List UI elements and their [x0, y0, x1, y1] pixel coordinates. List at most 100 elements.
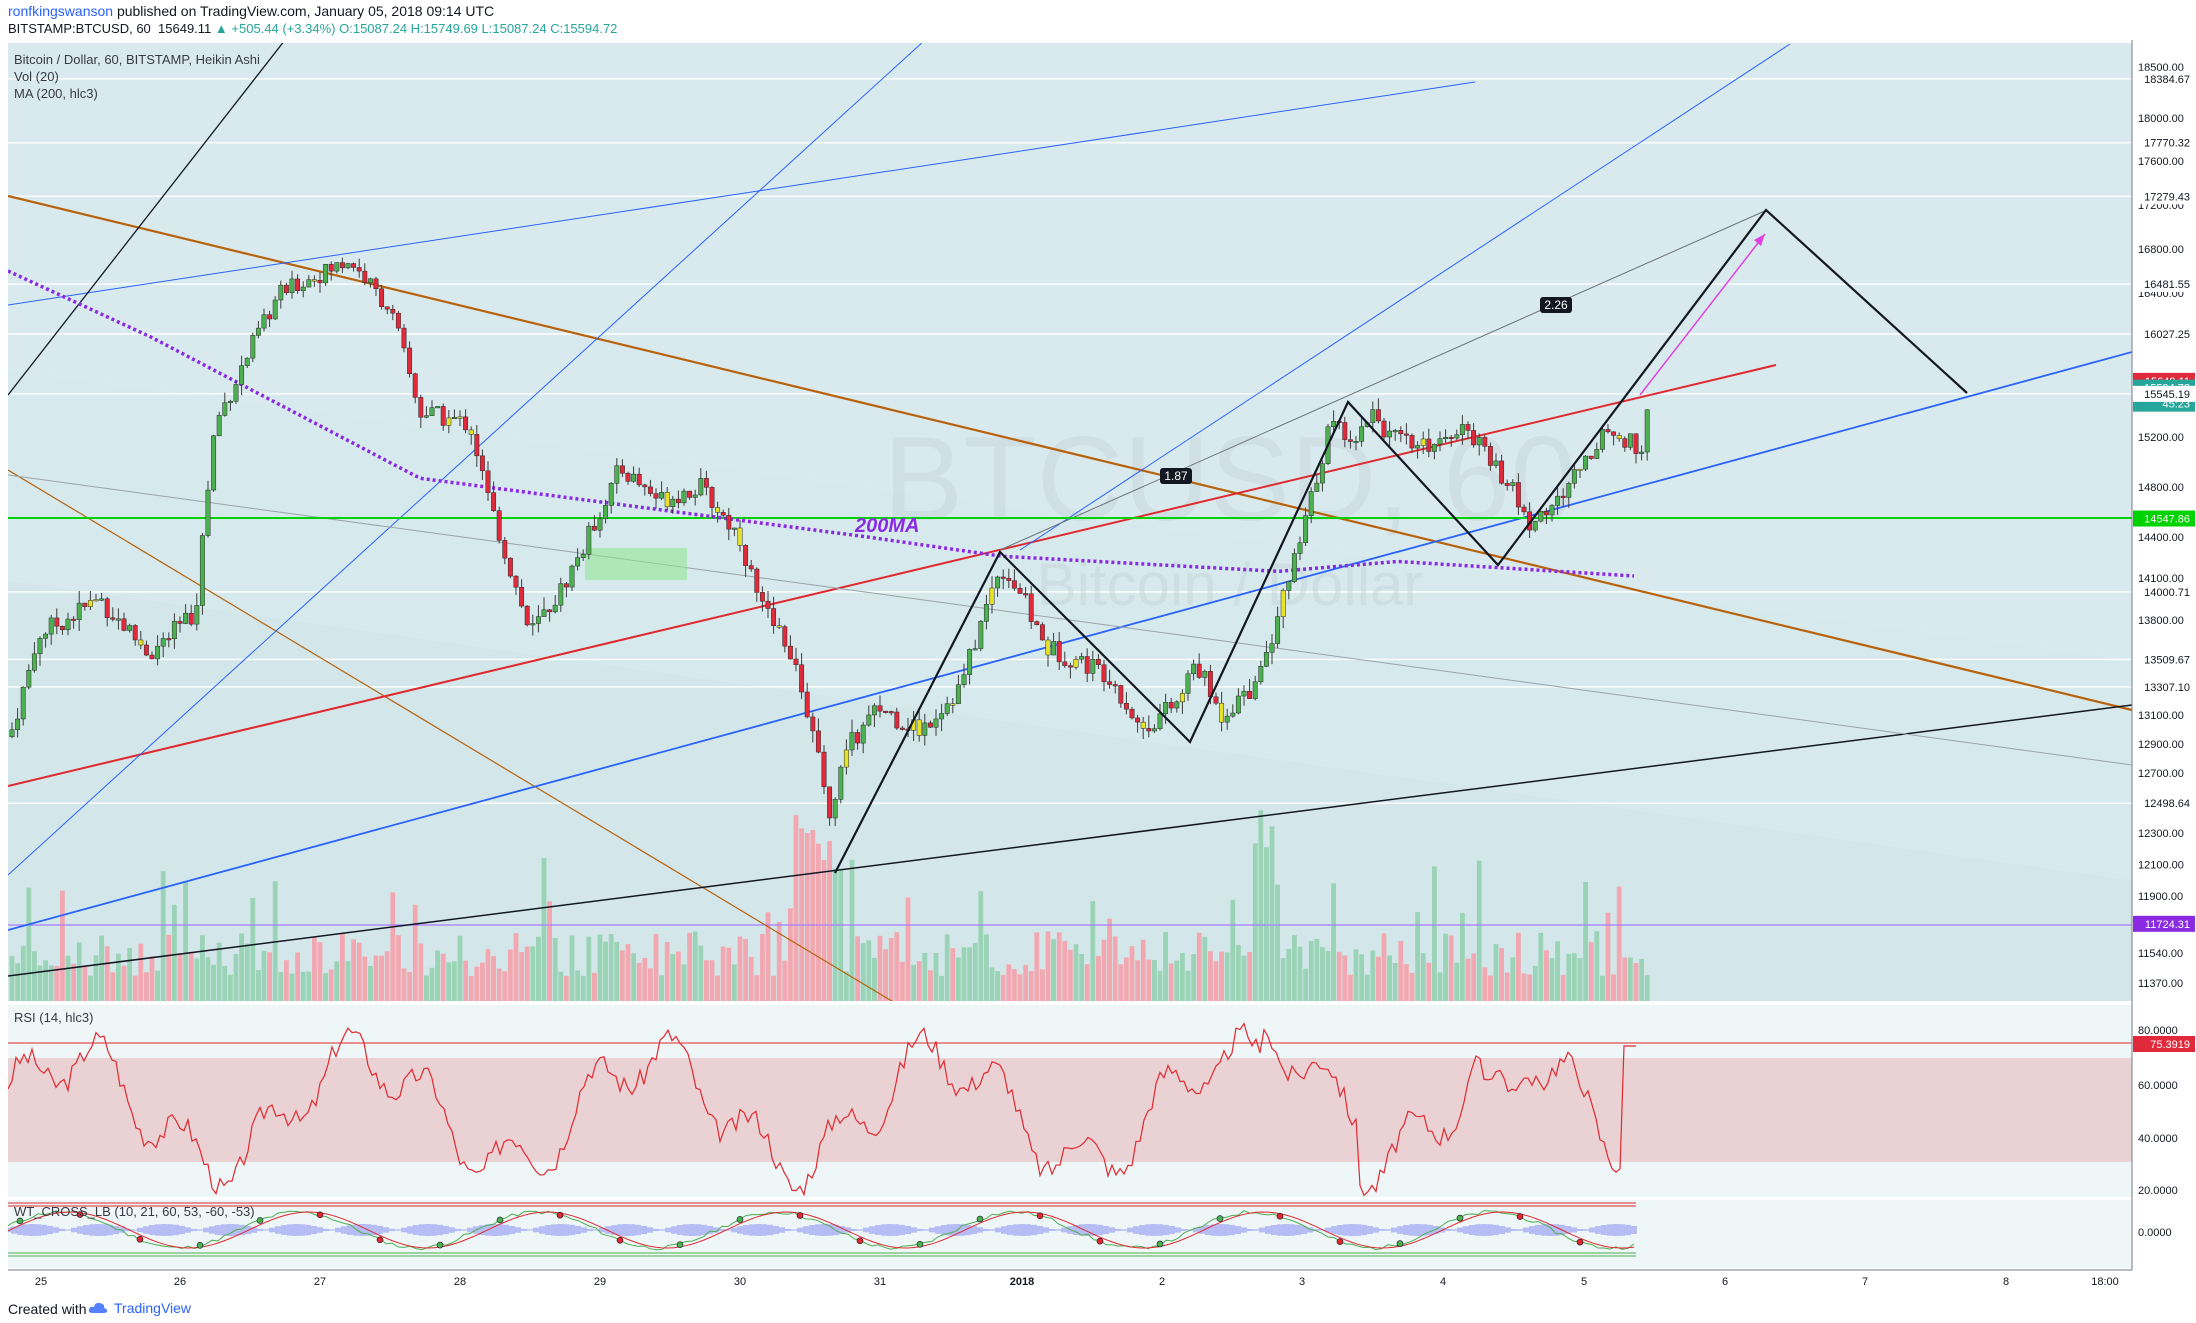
blue-upper-line[interactable]	[8, 81, 1476, 306]
wt-hist-bar	[1613, 1224, 1619, 1236]
brown-thin-line[interactable]	[8, 469, 940, 1030]
publish-text: published on TradingView.com, January 05…	[116, 3, 495, 19]
author-link[interactable]: ronfkingswanson	[8, 3, 114, 19]
candle	[927, 720, 933, 728]
symbol-line: BITSTAMP:BTCUSD, 60 15649.11 ▲ +505.44 (…	[8, 21, 617, 36]
wt-hist-bar	[1481, 1224, 1487, 1236]
candle	[1219, 691, 1225, 732]
wt-hist-bar	[191, 1228, 197, 1232]
wt-hist-bar	[71, 1227, 77, 1233]
wt-hist-bar	[635, 1224, 641, 1236]
black-steep-line[interactable]	[8, 40, 285, 396]
volume-bar	[104, 946, 110, 1001]
rsi-line[interactable]	[8, 1022, 1636, 1197]
grey-mid-line[interactable]	[8, 474, 2132, 766]
black-base-line[interactable]	[8, 704, 2132, 977]
candle	[787, 635, 793, 660]
price-tick: 17600.00	[2138, 156, 2184, 168]
volume-bar	[631, 953, 636, 1001]
wt-hist-bar	[275, 1226, 281, 1234]
volume-bar	[827, 841, 832, 1001]
volume-bar	[1588, 942, 1594, 1001]
volume-bar	[1196, 932, 1202, 1001]
candle	[1157, 703, 1163, 731]
wt2-line[interactable]	[8, 1211, 1635, 1249]
last-price: 15649.11	[158, 21, 212, 36]
candle	[48, 614, 54, 645]
wt1-line[interactable]	[8, 1210, 1635, 1251]
volume-bar	[1017, 974, 1023, 1001]
candle	[642, 483, 648, 496]
wt-hist-bar	[1337, 1225, 1343, 1235]
volume-bar	[905, 897, 911, 1001]
grey-fib-line[interactable]	[999, 209, 1768, 551]
volume-bar	[149, 956, 155, 1001]
wt-hist-bar	[299, 1224, 305, 1236]
volume-bar	[1611, 974, 1616, 1001]
ma-200-line[interactable]	[8, 269, 1635, 578]
harmonic-pattern-line[interactable]	[834, 208, 1968, 874]
projection-arrow[interactable]	[1639, 233, 1766, 396]
candle	[1370, 401, 1376, 433]
wt-hist-bar	[353, 1224, 359, 1236]
volume-bar	[1594, 931, 1600, 1001]
brown-downtrend-line[interactable]	[8, 194, 2132, 712]
volume-bar	[127, 947, 132, 1001]
candle	[1291, 548, 1297, 584]
candle	[339, 257, 345, 274]
wt-hist-bar	[941, 1225, 947, 1235]
volume-bar	[323, 973, 328, 1001]
candle	[289, 270, 295, 299]
candle	[205, 480, 211, 538]
wt-hist-bar	[497, 1224, 503, 1236]
time-axis[interactable]	[0, 1270, 2196, 1292]
tradingview-link[interactable]: TradingView	[88, 1300, 191, 1316]
candle	[1174, 700, 1180, 713]
blue-steep-line[interactable]	[8, 40, 925, 876]
volume-bar	[261, 950, 267, 1001]
volume-bar	[485, 949, 491, 1001]
candle	[300, 281, 306, 298]
candle	[519, 579, 525, 608]
candle	[513, 575, 519, 595]
candle	[1067, 662, 1073, 679]
time-tick: 27	[314, 1276, 326, 1288]
wt-hist-bar	[1049, 1228, 1055, 1232]
candle	[541, 597, 547, 617]
wt-hist-bar	[761, 1224, 767, 1236]
candle	[31, 642, 37, 673]
candle	[698, 468, 704, 497]
red-trendline[interactable]	[8, 364, 1777, 787]
price-tick: 14800.00	[2138, 482, 2184, 494]
candle	[311, 275, 317, 287]
volume-bar	[653, 934, 659, 1001]
candle	[479, 449, 485, 480]
svg-text:75.3919: 75.3919	[2150, 1039, 2190, 1051]
wt-hist-bar	[911, 1227, 917, 1233]
volume-bar	[984, 934, 989, 1001]
wt-hist-bar	[749, 1224, 755, 1236]
volume-bar	[1168, 963, 1174, 1001]
wt-hist-bar	[239, 1224, 245, 1236]
volume-bar	[1079, 954, 1084, 1001]
wt-hist-bar	[935, 1226, 941, 1234]
candle	[972, 639, 978, 651]
volume-bar	[1096, 956, 1101, 1001]
volume-bar	[592, 972, 597, 1001]
wt-pane[interactable]	[8, 1200, 2132, 1268]
wt-hist-bar	[443, 1225, 449, 1235]
wt-hist-bar	[971, 1225, 977, 1235]
blue-channel-top[interactable]	[1019, 43, 1791, 551]
ratio-2-bg	[1540, 297, 1572, 313]
blue-support-line[interactable]	[8, 351, 2132, 931]
candle	[1487, 442, 1493, 471]
wt-hist-bar	[59, 1228, 65, 1232]
volume-bar	[748, 956, 754, 1001]
price-label: 12498.64	[2133, 795, 2195, 812]
wt-hist-bar	[1403, 1225, 1409, 1235]
wt-hist-bar	[1595, 1226, 1601, 1234]
chart-svg[interactable]: BTCUSD, 60 Bitcoin / Dollar 200MA 1.87 2…	[0, 40, 2196, 1292]
ratio-1-bg	[1160, 468, 1192, 484]
price-tick: 12700.00	[2138, 768, 2184, 780]
time-tick: 18:00	[2091, 1276, 2119, 1288]
